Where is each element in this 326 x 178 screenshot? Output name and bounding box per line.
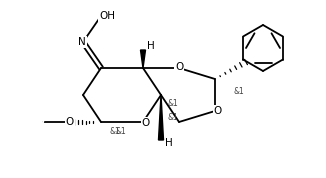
Text: O: O <box>175 62 183 72</box>
Text: &1: &1 <box>115 127 126 135</box>
Text: O: O <box>142 118 150 128</box>
Text: &1: &1 <box>233 87 244 96</box>
Text: H: H <box>147 41 155 51</box>
Text: N: N <box>78 37 86 47</box>
Text: H: H <box>165 138 173 148</box>
Text: OH: OH <box>99 11 115 21</box>
Polygon shape <box>158 95 164 140</box>
Text: &1: &1 <box>109 127 120 135</box>
Text: O: O <box>214 106 222 116</box>
Text: O: O <box>66 117 74 127</box>
Polygon shape <box>141 50 145 68</box>
Text: O: O <box>36 117 44 127</box>
Text: &1: &1 <box>167 98 178 108</box>
Text: &1: &1 <box>167 112 178 122</box>
